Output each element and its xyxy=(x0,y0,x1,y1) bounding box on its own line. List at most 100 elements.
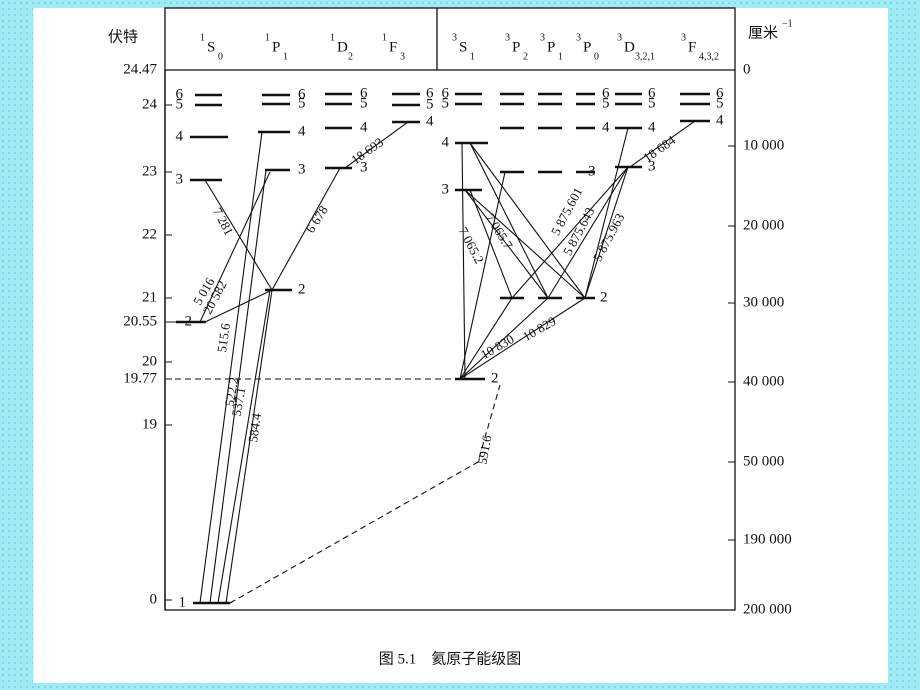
wavelength-label: 591.6 xyxy=(475,434,495,466)
level-number: 5 xyxy=(442,95,450,111)
level-number: 4 xyxy=(176,128,184,144)
transition xyxy=(469,142,549,299)
term-sub: 4,3,2 xyxy=(699,51,719,62)
level-number: 6 xyxy=(648,85,656,101)
transition xyxy=(459,297,549,380)
term-sup: 3 xyxy=(617,32,622,43)
transition xyxy=(469,142,586,299)
level-number: 2 xyxy=(491,370,499,386)
transition-dashed xyxy=(229,384,501,604)
left-axis-label: 20 xyxy=(142,353,157,369)
transition xyxy=(225,289,273,604)
term-sub: 3 xyxy=(400,51,405,62)
transition xyxy=(511,166,629,299)
transition xyxy=(209,169,267,604)
left-axis-label: 21 xyxy=(142,289,157,305)
term-symbol: P xyxy=(583,39,591,55)
term-symbol: S xyxy=(459,39,467,55)
level-number: 4 xyxy=(602,119,610,135)
level-number: 6 xyxy=(716,85,724,101)
right-axis-label: 190 000 xyxy=(743,531,792,547)
left-axis-label: 19.77 xyxy=(123,370,157,386)
left-axis-label: 0 xyxy=(150,591,158,607)
level-number: 6 xyxy=(602,85,610,101)
right-unit-exp: −1 xyxy=(782,18,793,29)
term-sub: 3,2,1 xyxy=(635,51,655,62)
caption: 图 5.1 氦原子能级图 xyxy=(379,650,522,667)
term-symbol: S xyxy=(207,39,215,55)
level-number: 5 xyxy=(360,95,368,111)
level-number: 4 xyxy=(426,113,434,129)
level-number: 5 xyxy=(602,95,610,111)
level-number: 5 xyxy=(716,95,724,111)
transition xyxy=(204,289,273,323)
transition xyxy=(199,131,263,604)
transition xyxy=(464,189,586,299)
term-symbol: D xyxy=(624,39,635,55)
level-number: 6 xyxy=(426,85,434,101)
level-number: 4 xyxy=(442,134,450,150)
level-number: 4 xyxy=(648,119,656,135)
wavelength-label: 584.4 xyxy=(245,412,264,444)
transition xyxy=(204,179,273,291)
level-number: 4 xyxy=(298,123,306,139)
transition xyxy=(469,189,513,299)
right-axis-label: 0 xyxy=(743,61,751,77)
left-axis-label: 23 xyxy=(142,163,157,179)
term-sup: 1 xyxy=(265,32,270,43)
term-sub: 1 xyxy=(558,51,563,62)
transition xyxy=(464,189,549,299)
level-number: 2 xyxy=(600,289,608,305)
level-number: 5 xyxy=(648,95,656,111)
level-number: 6 xyxy=(442,85,450,101)
term-sup: 1 xyxy=(200,32,205,43)
term-symbol: D xyxy=(337,39,348,55)
term-sub: 2 xyxy=(348,51,353,62)
transition xyxy=(584,166,629,299)
left-axis-label: 20.55 xyxy=(123,313,157,329)
right-unit: 厘米 xyxy=(748,24,778,41)
right-axis-label: 10 000 xyxy=(743,137,784,153)
wavelength-label: 6 678 xyxy=(303,203,331,236)
term-sub: 0 xyxy=(218,51,223,62)
term-sup: 3 xyxy=(681,32,686,43)
right-axis-label: 200 000 xyxy=(743,601,792,617)
left-unit: 伏特 xyxy=(108,28,138,45)
term-sup: 3 xyxy=(576,32,581,43)
level-number: 3 xyxy=(588,163,596,179)
level-number: 2 xyxy=(298,281,306,297)
term-sub: 1 xyxy=(283,51,288,62)
right-axis-label: 40 000 xyxy=(743,373,784,389)
left-axis-label: 24.47 xyxy=(123,61,157,77)
level-number: 5 xyxy=(176,96,184,112)
left-axis-label: 24 xyxy=(142,96,158,112)
level-number: 4 xyxy=(360,119,368,135)
level-number: 5 xyxy=(426,96,434,112)
level-number: 3 xyxy=(360,159,368,175)
level-number: 3 xyxy=(176,171,184,187)
transition xyxy=(271,167,341,291)
wavelength-label: 5 875.963 xyxy=(590,211,628,264)
level-number: 3 xyxy=(298,161,306,177)
transition xyxy=(459,297,513,380)
term-symbol: F xyxy=(389,39,397,55)
wavelength-label: 18 684 xyxy=(640,132,678,165)
term-sup: 3 xyxy=(540,32,545,43)
wavelength-label: 10 830 xyxy=(478,331,516,362)
right-axis-label: 30 000 xyxy=(743,294,784,310)
term-sub: 0 xyxy=(594,51,599,62)
term-sup: 3 xyxy=(452,32,457,43)
wavelength-label: 7 281 xyxy=(210,205,237,238)
term-sup: 1 xyxy=(382,32,387,43)
left-axis-label: 19 xyxy=(142,416,157,432)
transition xyxy=(584,127,629,299)
wavelength-label: 7 065.2 xyxy=(456,225,488,266)
transition xyxy=(461,142,466,380)
transition xyxy=(199,171,271,323)
transition xyxy=(459,171,506,380)
wavelength-label: 515.6 xyxy=(214,322,233,354)
level-number: 4 xyxy=(716,112,724,128)
level-number: 6 xyxy=(360,85,368,101)
